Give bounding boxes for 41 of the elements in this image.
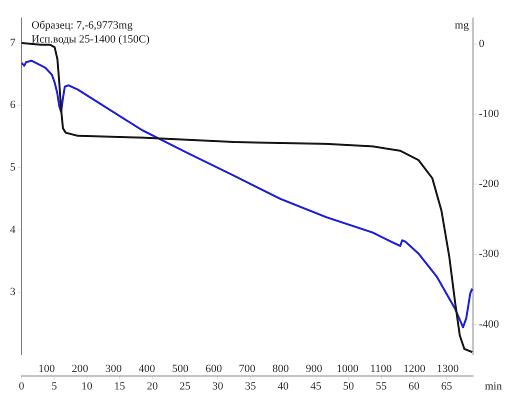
x2-tick-label: 1000 bbox=[336, 363, 359, 376]
x-tick-label: 65 bbox=[441, 380, 453, 392]
y-tick-label: 7 bbox=[10, 36, 16, 49]
x-tick-label: 40 bbox=[278, 380, 290, 392]
x-tick-label: 20 bbox=[146, 380, 158, 392]
x2-tick-label: 100 bbox=[38, 363, 56, 376]
x-tick-label: 25 bbox=[180, 380, 192, 392]
x-tick-label: 5 bbox=[51, 380, 58, 392]
x2-tick-label: 300 bbox=[105, 363, 122, 376]
y-tick-label: 6 bbox=[10, 99, 16, 112]
text: Исп.воды 25-1400 (150C) bbox=[32, 33, 150, 46]
y-tick-label: 5 bbox=[10, 161, 16, 174]
x2-tick-label: 1100 bbox=[370, 363, 392, 376]
x-tick-label: 50 bbox=[343, 380, 355, 392]
x2-tick-label: 1300 bbox=[436, 363, 460, 376]
y2-tick-label: -400 bbox=[478, 318, 500, 330]
x2-tick-label: 500 bbox=[172, 363, 190, 376]
x2-tick-label: 700 bbox=[238, 363, 256, 376]
y2-tick-label: -100 bbox=[478, 108, 500, 120]
x2-tick-label: 400 bbox=[138, 363, 156, 376]
chart-title: Образец: 7,-6,9773mg bbox=[32, 19, 134, 32]
x-tick-label: 15 bbox=[114, 380, 126, 392]
x-tick-label: 60 bbox=[408, 380, 420, 392]
y2-tick-label: -300 bbox=[478, 248, 500, 260]
x-tick-label: 55 bbox=[376, 380, 388, 392]
x2-tick-label: 1200 bbox=[403, 363, 426, 376]
x-axis-title: min bbox=[484, 380, 502, 392]
y2-axis-title: mg bbox=[454, 19, 470, 32]
x-tick-label: 35 bbox=[244, 380, 256, 392]
x-tick-label: 0 bbox=[18, 380, 25, 392]
x-tick-label: 10 bbox=[81, 380, 93, 392]
y2-tick-label: -200 bbox=[478, 178, 500, 190]
x2-tick-label: 800 bbox=[272, 363, 290, 376]
x-tick-label: 30 bbox=[212, 380, 224, 392]
x2-tick-label: 200 bbox=[72, 363, 89, 376]
y2-tick-label: 0 bbox=[478, 38, 485, 50]
x2-tick-label: 600 bbox=[205, 363, 222, 376]
x2-tick-label: 900 bbox=[306, 363, 323, 376]
y-tick-label: 3 bbox=[10, 286, 16, 298]
y-tick-label: 4 bbox=[10, 224, 16, 236]
x-tick-label: 45 bbox=[310, 380, 322, 392]
